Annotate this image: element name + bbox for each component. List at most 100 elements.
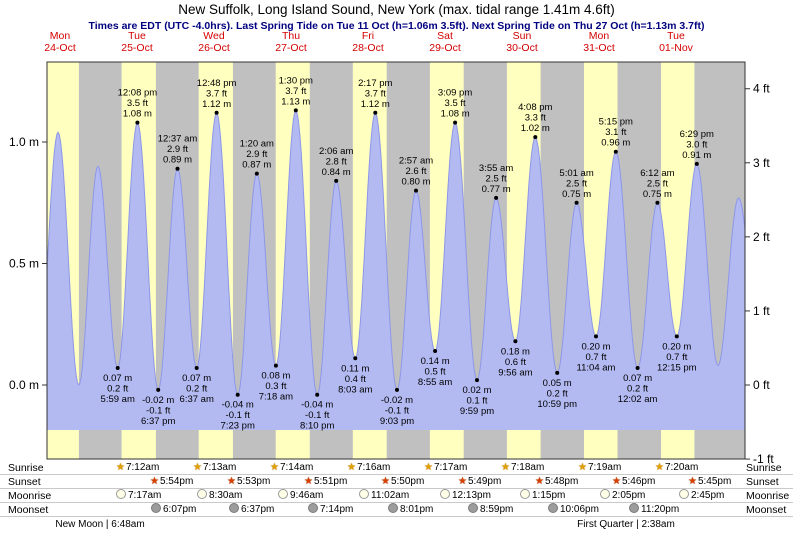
tide-extreme-label: 2.5 ft: [486, 173, 507, 184]
sunset-time-entry: ★5:46pm: [612, 475, 655, 489]
sunrise-star-icon: ★: [270, 462, 279, 473]
tide-extreme-label: 3.7 ft: [206, 88, 227, 99]
sunrise-time-entry: ★7:13am: [193, 461, 236, 475]
sunset-time-entry: ★5:54pm: [150, 475, 193, 489]
tide-extreme-dot: [694, 161, 699, 166]
tide-extreme-label: -0.02 m: [142, 395, 174, 406]
tide-extreme-label: 9:59 pm: [460, 406, 494, 417]
tide-extreme-label: 0.2 ft: [547, 388, 568, 399]
tide-extreme-label: 9:03 pm: [380, 416, 414, 427]
tide-extreme-dot: [254, 171, 259, 176]
tide-extreme-label: 6:37 pm: [141, 416, 175, 427]
tide-extreme-label: 2:17 pm: [358, 78, 392, 89]
tide-extreme-label: 2.5 ft: [647, 178, 668, 189]
tide-extreme-label: 12:48 pm: [197, 78, 237, 89]
tide-extreme-label: 3.1 ft: [605, 127, 626, 138]
moonrise-time-entry: 12:13pm: [440, 489, 491, 503]
sunrise-star-icon: ★: [578, 462, 587, 473]
sunset-star-icon: ★: [227, 476, 236, 487]
sunset-time: 5:53pm: [236, 476, 271, 487]
moonset-time-entry: 6:37pm: [229, 503, 274, 517]
moonset-time-entry: 10:06pm: [548, 503, 599, 517]
moonset-circle-icon: [468, 503, 478, 513]
sunset-time: 5:50pm: [390, 476, 425, 487]
tide-extreme-dot: [494, 195, 499, 200]
tide-extreme-label: 1.02 m: [521, 123, 550, 134]
y-axis-left-label: 1.0 m: [9, 135, 39, 149]
y-axis-right-label: 0 ft: [753, 378, 770, 392]
page-title: New Suffolk, Long Island Sound, New York…: [178, 2, 615, 17]
y-axis-right-label: -1 ft: [753, 452, 774, 466]
tide-extreme-label: 0.18 m: [501, 346, 530, 357]
tide-extreme-dot: [533, 135, 538, 140]
sunrise-time: 7:17am: [433, 462, 468, 473]
tide-extreme-dot: [214, 110, 219, 115]
moonrise-circle-icon: [600, 489, 610, 499]
moonset-time: 10:06pm: [560, 504, 599, 515]
tide-extreme-label: 0.80 m: [401, 177, 430, 188]
moonset-circle-icon: [229, 503, 239, 513]
sunrise-time: 7:19am: [587, 462, 622, 473]
tide-extreme-label: 0.07 m: [623, 373, 652, 384]
sunset-time-entry: ★5:53pm: [227, 475, 270, 489]
day-label: Tue 01-Nov: [659, 30, 693, 54]
sunset-star-icon: ★: [688, 476, 697, 487]
y-axis-right-label: 1 ft: [753, 304, 770, 318]
moonrise-row-label-left: Moonrise: [8, 490, 52, 502]
tide-extreme-label: -0.1 ft: [385, 405, 410, 416]
sunrise-time-entry: ★7:12am: [116, 461, 159, 475]
tide-extreme-label: 1:30 pm: [279, 75, 313, 86]
tide-extreme-label: 0.75 m: [562, 189, 591, 200]
tide-extreme-label: 1.13 m: [281, 96, 310, 107]
tide-extreme-label: -0.1 ft: [226, 410, 251, 421]
tide-extreme-label: 0.1 ft: [466, 396, 487, 407]
tide-extreme-label: 0.4 ft: [345, 374, 366, 385]
moonrise-time-entry: 2:05pm: [600, 489, 645, 503]
sunrise-time-entry: ★7:18am: [501, 461, 544, 475]
moonrise-time: 1:15pm: [532, 490, 566, 501]
sunset-star-icon: ★: [150, 476, 159, 487]
moonrise-circle-icon: [440, 489, 450, 499]
tide-extreme-dot: [674, 334, 679, 339]
moonset-circle-icon: [388, 503, 398, 513]
moonset-time: 6:37pm: [241, 504, 275, 515]
tide-extreme-dot: [273, 363, 278, 368]
sunrise-row-label-left: Sunrise: [8, 462, 44, 474]
tide-extreme-label: 6:12 am: [640, 168, 674, 179]
moonrise-time: 2:05pm: [612, 490, 646, 501]
tide-extreme-label: 3.5 ft: [445, 98, 466, 109]
moonrise-time: 12:13pm: [452, 490, 491, 501]
tide-extreme-dot: [453, 120, 458, 125]
tide-extreme-dot: [293, 108, 298, 113]
sunset-time: 5:51pm: [313, 476, 348, 487]
tide-extreme-label: 12:08 pm: [118, 88, 158, 99]
tide-extreme-label: 8:55 am: [418, 377, 452, 388]
moonrise-circle-icon: [520, 489, 530, 499]
y-axis-left-label: 0.0 m: [9, 378, 39, 392]
moonrise-time: 11:02am: [371, 490, 410, 501]
tide-extreme-label: 2.5 ft: [566, 178, 587, 189]
tide-extreme-dot: [373, 110, 378, 115]
tide-extreme-label: 0.89 m: [163, 155, 192, 166]
tide-extreme-label: 3:55 am: [479, 163, 513, 174]
tide-extreme-label: 0.3 ft: [265, 381, 286, 392]
tide-extreme-label: 8:03 am: [338, 384, 372, 395]
sunset-star-icon: ★: [381, 476, 390, 487]
y-axis-right-label: 4 ft: [753, 82, 770, 96]
row-divider: [0, 488, 793, 489]
moonset-time-entry: 11:20pm: [629, 503, 679, 517]
sunrise-time-entry: ★7:17am: [424, 461, 467, 475]
tide-extreme-label: 0.6 ft: [505, 357, 526, 368]
tide-extreme-label: 0.08 m: [261, 371, 290, 382]
tide-extreme-label: -0.1 ft: [305, 410, 330, 421]
day-label: Sat 29-Oct: [429, 30, 461, 54]
tide-extreme-dot: [613, 149, 618, 154]
y-axis-right-label: 3 ft: [753, 156, 770, 170]
day-label: Sun 30-Oct: [506, 30, 538, 54]
tide-extreme-dot: [115, 366, 120, 370]
tide-extreme-label: -0.04 m: [301, 400, 333, 411]
tide-extreme-label: 0.5 ft: [425, 367, 446, 378]
tide-extreme-label: 2.9 ft: [246, 149, 267, 160]
tide-extreme-label: 0.20 m: [581, 341, 610, 352]
